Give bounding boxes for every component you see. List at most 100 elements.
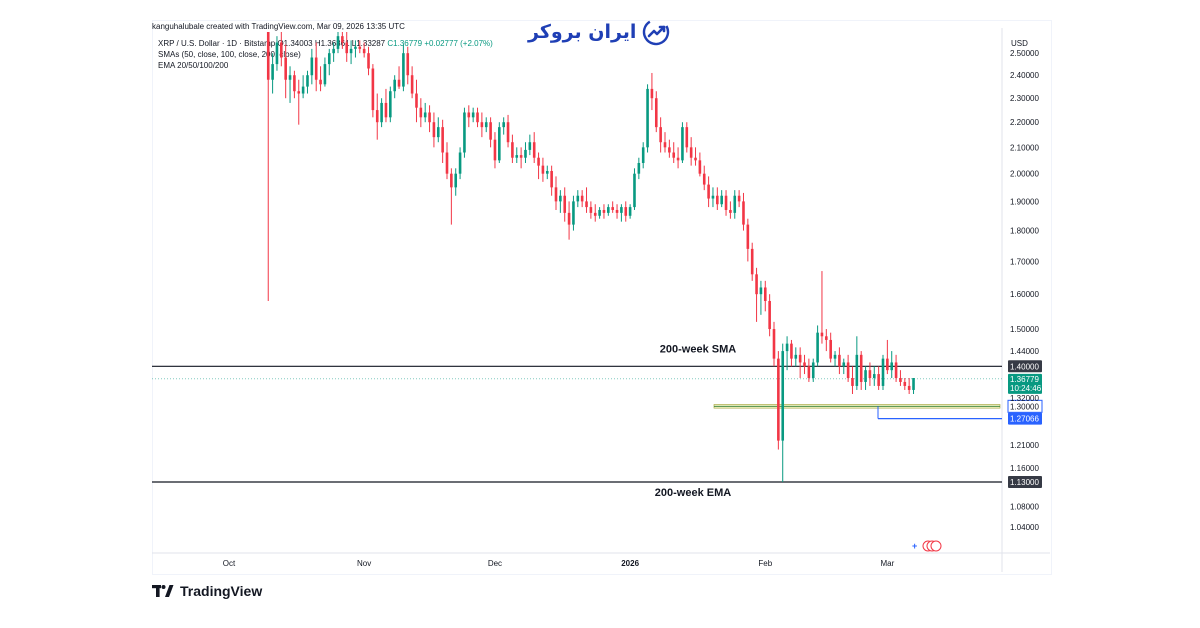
candle[interactable] <box>750 242 754 281</box>
candle[interactable] <box>358 40 362 54</box>
candle[interactable] <box>798 347 802 378</box>
candle[interactable] <box>545 165 549 180</box>
candle[interactable] <box>284 44 287 99</box>
indicator-sma-label[interactable]: SMAs (50, close, 100, close, 200, close) <box>158 50 301 59</box>
candle[interactable] <box>484 117 488 133</box>
candle[interactable] <box>280 32 283 67</box>
indicator-ema-label[interactable]: EMA 20/50/100/200 <box>158 61 229 70</box>
candle[interactable] <box>755 267 758 322</box>
candle[interactable] <box>803 354 806 375</box>
candle[interactable] <box>389 86 392 123</box>
candle[interactable] <box>602 204 606 219</box>
candle[interactable] <box>576 190 580 208</box>
candle[interactable] <box>890 351 894 378</box>
candle[interactable] <box>432 112 436 148</box>
candle[interactable] <box>559 190 562 213</box>
candle[interactable] <box>441 119 444 163</box>
candle[interactable] <box>742 192 745 231</box>
candle[interactable] <box>380 98 383 128</box>
candle[interactable] <box>384 88 388 123</box>
candle[interactable] <box>445 142 449 180</box>
candle[interactable] <box>864 366 867 390</box>
candle[interactable] <box>567 201 571 240</box>
candle[interactable] <box>375 93 379 140</box>
candle[interactable] <box>410 66 414 99</box>
candle[interactable] <box>829 332 832 363</box>
candle[interactable] <box>759 280 763 315</box>
candle[interactable] <box>415 79 418 123</box>
candle[interactable] <box>471 107 475 123</box>
candle[interactable] <box>628 204 632 219</box>
candle[interactable] <box>598 207 601 219</box>
candle[interactable] <box>537 152 540 180</box>
candle[interactable] <box>816 325 819 367</box>
candle[interactable] <box>463 107 466 158</box>
candle[interactable] <box>515 147 519 163</box>
candle[interactable] <box>498 122 501 163</box>
symbol-label[interactable]: XRP / U.S. Dollar · 1D · Bitstamp <box>158 39 276 48</box>
candle[interactable] <box>716 187 719 210</box>
candle[interactable] <box>615 204 619 219</box>
candle[interactable] <box>877 366 880 390</box>
candle[interactable] <box>554 176 558 210</box>
candle[interactable] <box>881 354 885 390</box>
candle[interactable] <box>668 139 671 158</box>
candle[interactable] <box>859 351 863 390</box>
candle[interactable] <box>907 377 911 394</box>
candle[interactable] <box>502 117 505 135</box>
candle[interactable] <box>777 351 780 450</box>
candle[interactable] <box>275 36 279 71</box>
candle[interactable] <box>646 84 649 153</box>
candle[interactable] <box>480 112 484 138</box>
candle[interactable] <box>506 114 510 148</box>
candle[interactable] <box>676 147 680 169</box>
candle[interactable] <box>550 165 553 196</box>
candle[interactable] <box>899 370 902 386</box>
candle[interactable] <box>362 42 366 58</box>
candle[interactable] <box>493 132 497 169</box>
candle[interactable] <box>694 147 697 166</box>
candle[interactable] <box>532 132 536 163</box>
candle[interactable] <box>698 152 702 177</box>
candle[interactable] <box>672 142 676 163</box>
candle[interactable] <box>397 66 401 89</box>
candle[interactable] <box>428 105 431 133</box>
candle[interactable] <box>611 201 614 213</box>
candle[interactable] <box>402 44 405 92</box>
candle[interactable] <box>903 377 907 390</box>
candle[interactable] <box>323 57 327 87</box>
events-marker-icon[interactable]: + <box>912 540 942 552</box>
candle[interactable] <box>345 32 349 62</box>
candle[interactable] <box>620 204 623 222</box>
candle[interactable] <box>450 168 453 225</box>
candle[interactable] <box>327 48 331 76</box>
candle[interactable] <box>663 132 667 153</box>
candle[interactable] <box>912 377 915 394</box>
candle[interactable] <box>476 107 479 128</box>
candle[interactable] <box>729 201 732 219</box>
candle[interactable] <box>354 40 357 58</box>
candle[interactable] <box>419 98 423 128</box>
candle[interactable] <box>851 366 854 394</box>
candle[interactable] <box>737 190 741 208</box>
candle[interactable] <box>842 358 846 375</box>
candle[interactable] <box>720 190 723 208</box>
candle[interactable] <box>868 362 872 386</box>
candle[interactable] <box>393 75 396 99</box>
candle[interactable] <box>341 32 344 49</box>
candle[interactable] <box>811 358 815 382</box>
candle[interactable] <box>790 339 793 367</box>
candle[interactable] <box>733 190 737 219</box>
candle[interactable] <box>593 204 597 222</box>
candle[interactable] <box>781 343 785 482</box>
candle[interactable] <box>436 117 440 143</box>
candle[interactable] <box>650 72 654 111</box>
candle[interactable] <box>589 201 593 219</box>
candle[interactable] <box>563 187 567 222</box>
candle[interactable] <box>423 102 427 123</box>
candle[interactable] <box>607 204 610 216</box>
candle[interactable] <box>846 354 850 382</box>
candle[interactable] <box>724 190 728 216</box>
candle[interactable] <box>585 187 588 213</box>
